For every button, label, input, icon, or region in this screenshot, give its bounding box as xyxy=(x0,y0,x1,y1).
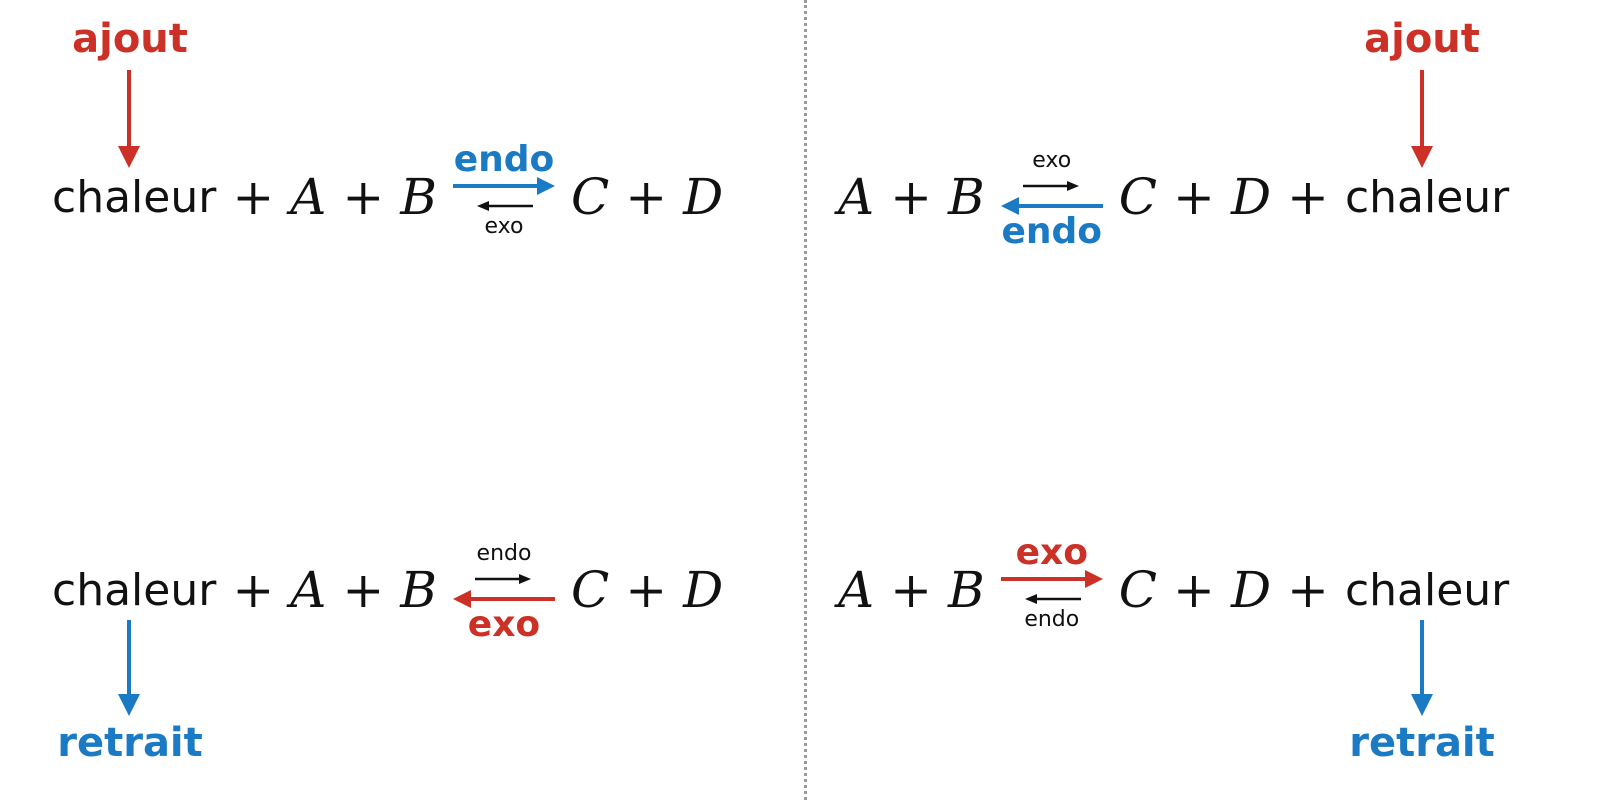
center-divider xyxy=(804,0,807,800)
plus-sign: + xyxy=(1287,168,1329,226)
down-arrow-icon xyxy=(118,70,140,168)
equilibrium-arrows: endo exo xyxy=(449,541,559,645)
heat-term: chaleur xyxy=(1344,564,1510,616)
equation-bottom-right: A + B exo endo C + D + chaleur xyxy=(838,533,1510,635)
callout-add-top-left: ajout xyxy=(72,16,188,62)
reactant-b: B xyxy=(948,168,985,226)
reactant-a: A xyxy=(838,561,875,619)
plus-sign: + xyxy=(342,168,385,226)
product-c: C xyxy=(1118,561,1158,619)
down-arrow-icon xyxy=(1411,620,1433,716)
plus-sign: + xyxy=(1173,561,1215,619)
reverse-label: endo xyxy=(1001,211,1103,252)
plus-sign: + xyxy=(890,168,933,226)
reactant-a: A xyxy=(290,561,327,619)
equation-bottom-left: chaleur + A + B endo exo C + D xyxy=(52,541,724,645)
forward-label: exo xyxy=(1032,148,1072,173)
product-d: D xyxy=(1230,561,1272,619)
forward-label: exo xyxy=(1015,532,1088,573)
plus-sign: + xyxy=(1173,168,1215,226)
reverse-label: endo xyxy=(1024,607,1080,632)
plus-sign: + xyxy=(342,561,385,619)
product-c: C xyxy=(570,561,610,619)
equilibrium-arrow-icon xyxy=(1000,181,1103,215)
forward-label: endo xyxy=(476,541,532,566)
down-arrow-icon xyxy=(1411,70,1433,168)
product-d: D xyxy=(683,168,724,226)
forward-label: endo xyxy=(453,139,555,180)
heat-term: chaleur xyxy=(52,564,217,616)
down-arrow-icon xyxy=(118,620,140,716)
equilibrium-arrow-icon xyxy=(1000,570,1103,604)
equilibrium-arrow-icon xyxy=(452,177,555,211)
callout-remove-bottom-right: retrait xyxy=(1349,720,1495,766)
reverse-label: exo xyxy=(484,214,524,239)
product-c: C xyxy=(1118,168,1158,226)
reactant-b: B xyxy=(400,561,437,619)
plus-sign: + xyxy=(232,168,275,226)
product-d: D xyxy=(1230,168,1272,226)
product-c: C xyxy=(570,168,610,226)
equation-top-left: chaleur + A + B endo exo C + D xyxy=(52,140,724,242)
product-d: D xyxy=(683,561,724,619)
equilibrium-arrows: exo endo xyxy=(997,533,1107,635)
equilibrium-arrow-icon xyxy=(452,574,555,608)
plus-sign: + xyxy=(625,561,668,619)
equation-top-right: A + B exo endo C + D + chaleur xyxy=(838,148,1510,252)
reactant-b: B xyxy=(400,168,437,226)
plus-sign: + xyxy=(232,561,275,619)
callout-add-top-right: ajout xyxy=(1364,16,1480,62)
reactant-a: A xyxy=(290,168,327,226)
plus-sign: + xyxy=(625,168,668,226)
heat-term: chaleur xyxy=(1344,171,1510,223)
callout-remove-bottom-left: retrait xyxy=(57,720,203,766)
plus-sign: + xyxy=(1287,561,1329,619)
reactant-a: A xyxy=(838,168,875,226)
reactant-b: B xyxy=(948,561,985,619)
equilibrium-arrows: endo exo xyxy=(449,140,559,242)
reverse-label: exo xyxy=(467,604,541,645)
plus-sign: + xyxy=(890,561,933,619)
equilibrium-arrows: exo endo xyxy=(997,148,1107,252)
heat-term: chaleur xyxy=(52,171,217,223)
